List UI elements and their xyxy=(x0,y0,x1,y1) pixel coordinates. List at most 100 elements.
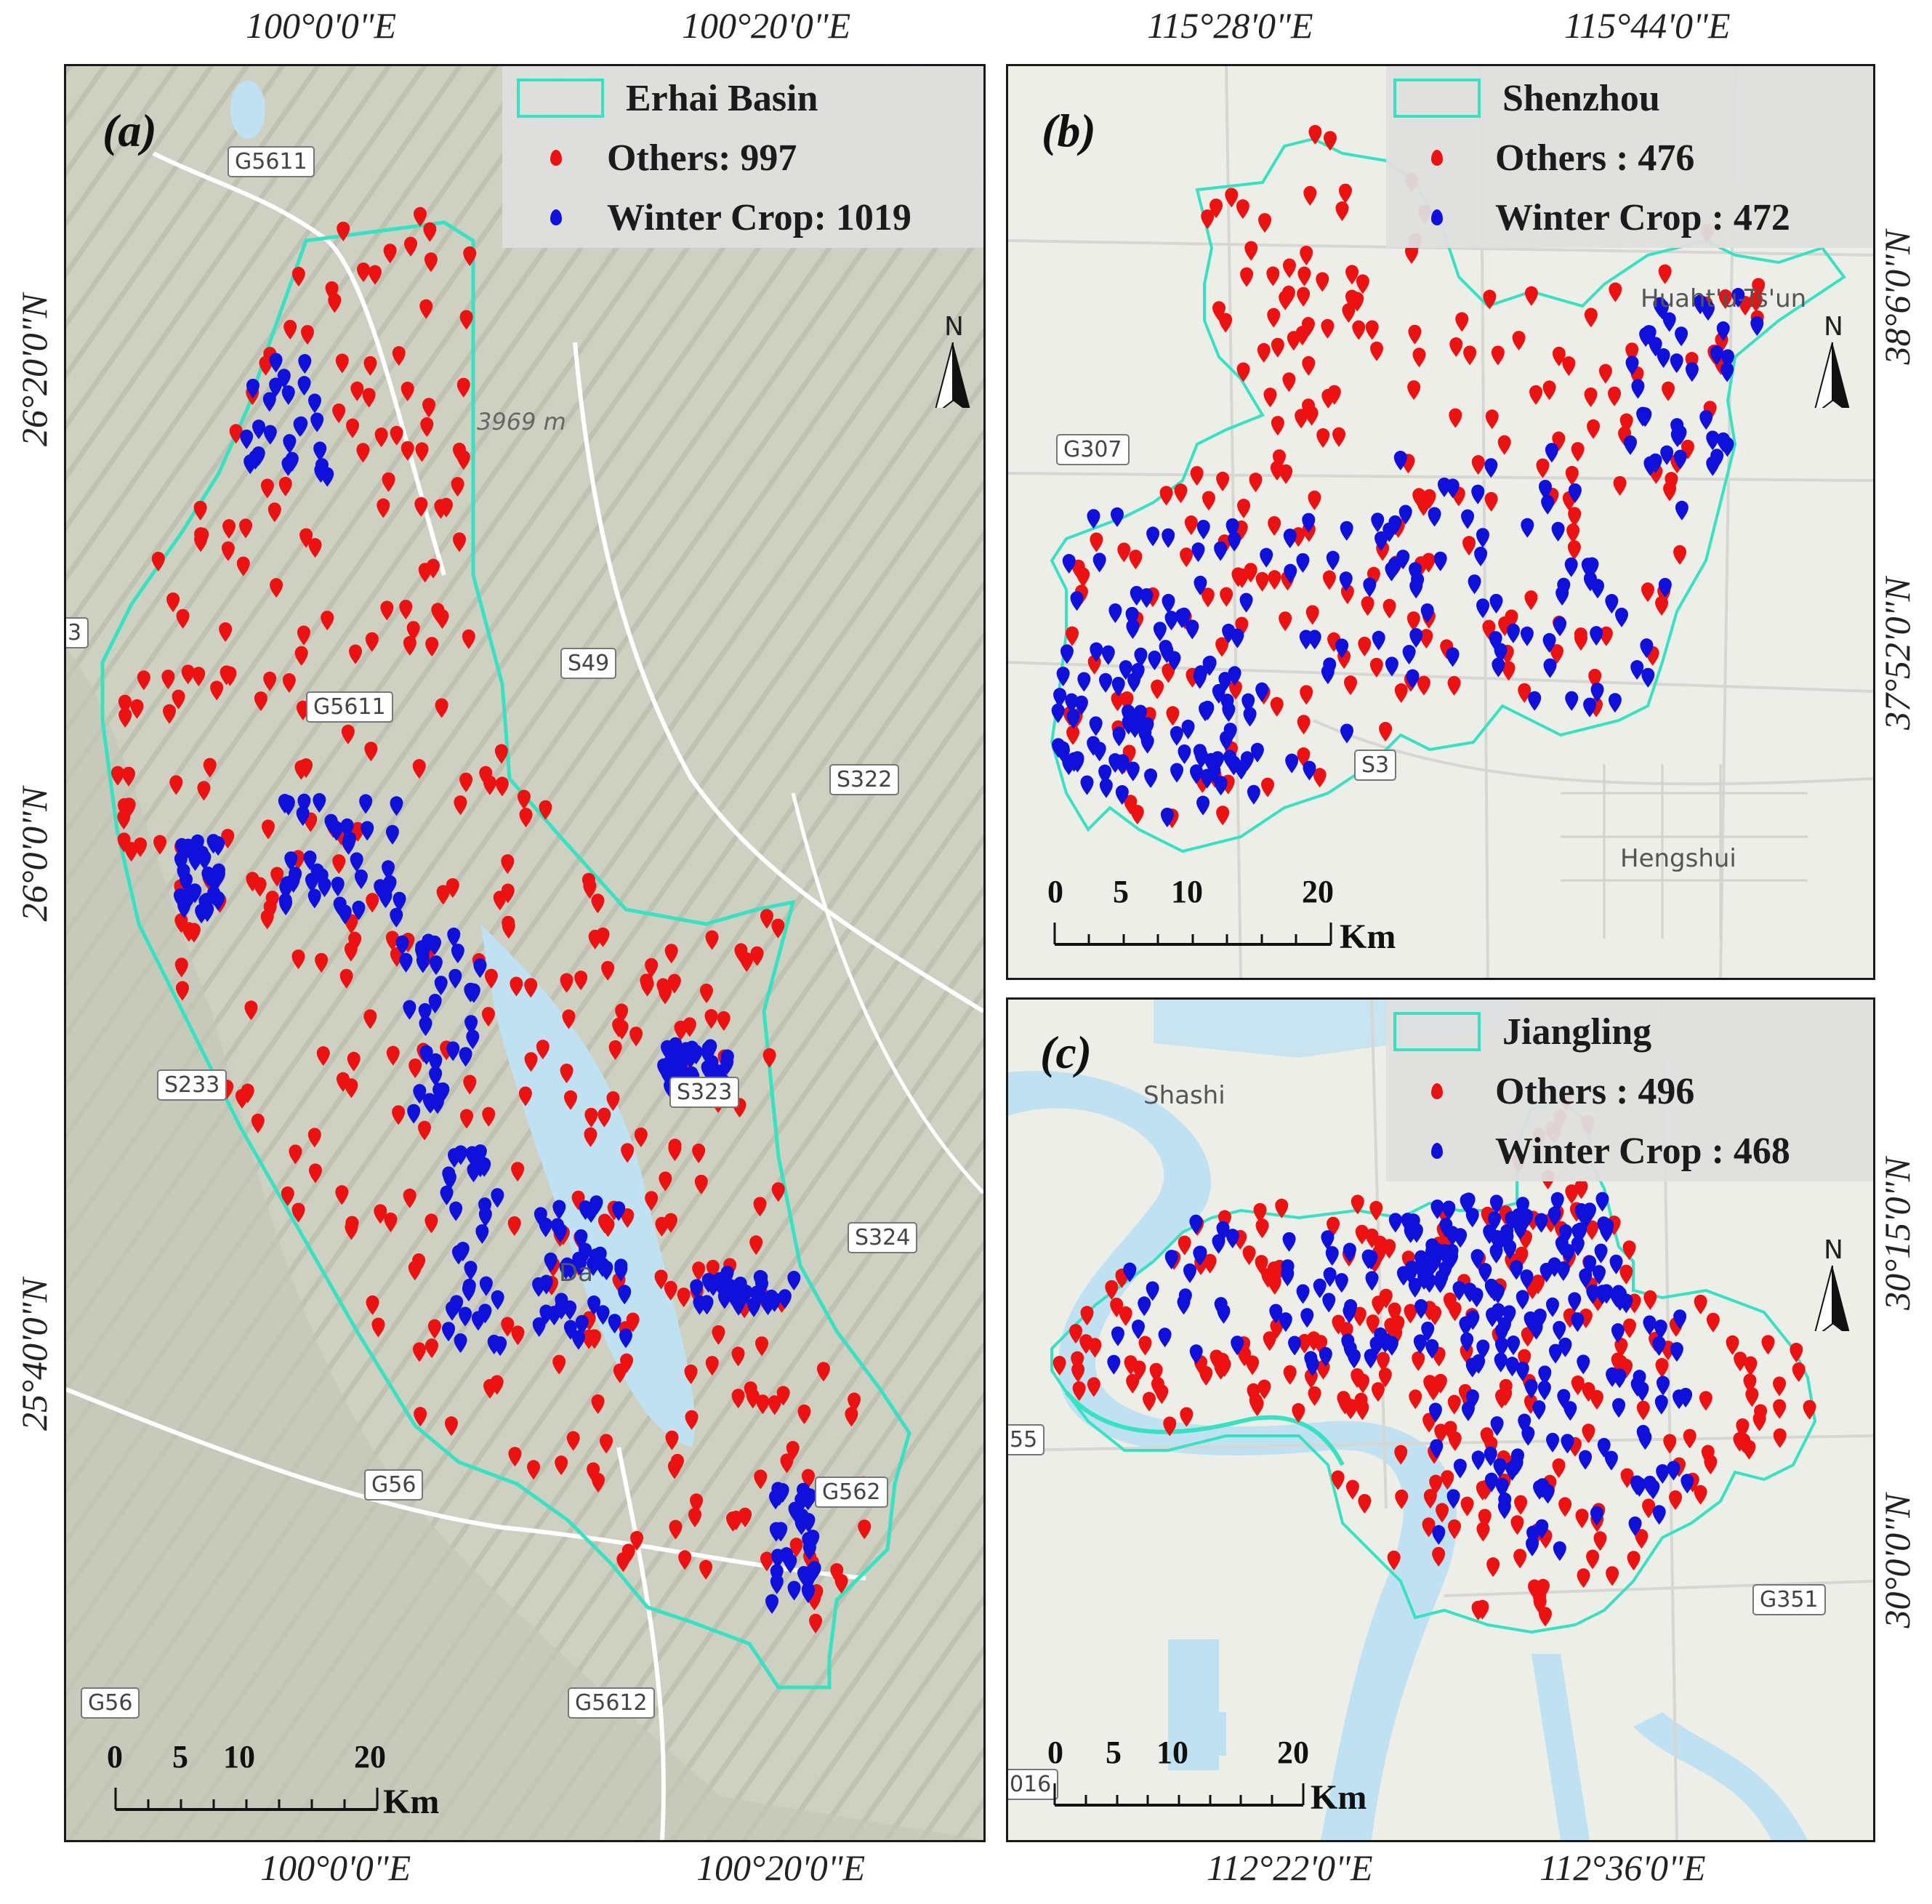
winter-crop-sample-pin xyxy=(415,940,429,960)
winter-crop-sample-pin xyxy=(1476,1339,1490,1359)
north-arrow-icon: N xyxy=(1814,312,1850,408)
others-sample-pin xyxy=(1598,363,1612,384)
others-sample-pin xyxy=(1253,1202,1267,1223)
others-sample-pin xyxy=(1180,1407,1194,1427)
road-label: G5611 xyxy=(306,691,393,723)
others-sample-pin xyxy=(1726,1335,1739,1355)
others-sample-pin xyxy=(1322,570,1336,590)
others-sample-pin xyxy=(1745,1387,1759,1407)
winter-crop-sample-pin xyxy=(1164,1250,1178,1270)
winter-crop-sample-pin xyxy=(1611,1323,1625,1343)
others-sample-pin xyxy=(717,1011,730,1031)
others-sample-pin xyxy=(346,418,360,438)
others-sample-pin xyxy=(392,1105,406,1125)
winter-crop-sample-pin xyxy=(1189,1214,1203,1234)
others-sample-pin xyxy=(110,766,124,786)
winter-crop-sample-pin xyxy=(1164,611,1178,631)
winter-crop-sample-pin xyxy=(1442,1200,1456,1221)
others-sample-pin xyxy=(1246,1355,1260,1375)
winter-crop-sample-pin xyxy=(350,852,363,872)
winter-crop-sample-pin xyxy=(1335,1273,1348,1293)
map-panel-b[interactable]: (b) Shenzhou Others : 476 Winter Crop : … xyxy=(1006,64,1875,980)
winter-crop-sample-pin xyxy=(1239,593,1253,613)
winter-crop-sample-pin xyxy=(1643,1315,1657,1335)
others-sample-pin xyxy=(1263,1331,1276,1351)
road-label: G56 xyxy=(364,1469,424,1501)
others-sample-pin xyxy=(1590,1389,1603,1410)
winter-crop-sample-pin xyxy=(1196,519,1210,539)
others-sample-pin xyxy=(1512,331,1526,351)
others-sample-pin xyxy=(1586,1549,1600,1570)
road-label: G562 xyxy=(815,1477,888,1508)
others-sample-pin xyxy=(527,1460,541,1480)
winter-crop-sample-pin xyxy=(1673,1309,1687,1330)
winter-crop-sample-pin xyxy=(1417,1270,1431,1290)
others-sample-pin xyxy=(117,810,131,830)
others-sample-pin xyxy=(683,1017,696,1037)
winter-crop-sample-pin xyxy=(1505,1461,1519,1481)
map-panel-a[interactable]: (a) Erhai Basin Others: 997 Winter Crop:… xyxy=(64,64,986,1842)
winter-crop-sample-pin xyxy=(1374,531,1388,551)
others-sample-pin xyxy=(1249,473,1263,493)
winter-crop-sample-pin xyxy=(1453,1458,1467,1479)
winter-crop-sample-pin xyxy=(269,377,283,398)
winter-crop-sample-pin xyxy=(1604,1450,1618,1471)
scale-tick: 10 xyxy=(1156,1735,1188,1770)
winter-crop-sample-pin xyxy=(1462,1192,1476,1213)
others-sample-pin xyxy=(386,1045,400,1066)
winter-crop-sample-pin xyxy=(1518,1413,1531,1434)
winter-crop-sample-pin xyxy=(1640,638,1654,659)
winter-crop-sample-pin xyxy=(1541,494,1555,515)
winter-crop-sample-pin xyxy=(181,838,195,859)
winter-crop-sample-pin xyxy=(1493,1458,1507,1478)
others-sample-pin xyxy=(174,957,188,978)
others-sample-pin xyxy=(197,781,211,801)
winter-crop-sample-pin xyxy=(321,467,334,487)
winter-crop-sample-pin xyxy=(1177,1295,1191,1315)
others-sample-pin xyxy=(1622,1240,1636,1261)
others-sample-pin xyxy=(536,1040,550,1060)
winter-crop-sample-pin xyxy=(1476,528,1489,548)
others-sample-pin xyxy=(1292,1403,1305,1423)
winter-crop-sample-pin xyxy=(1396,550,1410,570)
winter-crop-sample-pin xyxy=(1520,626,1534,646)
others-sample-pin xyxy=(1163,1416,1177,1437)
map-panel-c[interactable]: (c) Jiangling Others : 496 Winter Crop :… xyxy=(1006,997,1875,1842)
others-sample-pin xyxy=(490,1375,504,1395)
others-sample-pin xyxy=(1358,1494,1372,1514)
others-sample-pin xyxy=(1518,683,1531,703)
winter-crop-sample-pin xyxy=(200,893,214,913)
winter-crop-sample-pin xyxy=(614,1258,628,1279)
others-sample-pin xyxy=(608,1040,622,1060)
others-sample-pin xyxy=(1643,1290,1657,1310)
others-sample-pin xyxy=(459,310,473,330)
winter-crop-sample-pin xyxy=(1388,515,1402,535)
winter-crop-sample-pin xyxy=(1568,483,1582,503)
others-sample-pin xyxy=(383,244,397,264)
winter-crop-sample-pin xyxy=(1051,703,1065,723)
scale-tick: 0 xyxy=(1047,874,1063,909)
others-sample-pin xyxy=(1524,590,1538,611)
winter-crop-sample-pin xyxy=(1516,1290,1529,1310)
others-sample-pin xyxy=(1353,1306,1367,1327)
others-sample-pin xyxy=(1749,292,1763,312)
others-sample-pin xyxy=(776,1386,790,1406)
others-sample-pin xyxy=(1369,1200,1383,1221)
winter-crop-sample-pin xyxy=(207,874,221,894)
others-sample-pin xyxy=(1130,805,1144,825)
elevation-label: 3969 m xyxy=(477,408,566,435)
others-sample-pin xyxy=(363,356,377,376)
winter-crop-sample-pin xyxy=(1536,1478,1550,1498)
others-sample-pin xyxy=(1244,563,1257,583)
others-sample-pin xyxy=(463,246,477,266)
others-sample-pin xyxy=(1378,1367,1392,1388)
winter-crop-sample-pin xyxy=(1146,1281,1159,1301)
winter-crop-sample-pin xyxy=(494,1336,507,1357)
winter-crop-sample-pin xyxy=(1071,751,1084,771)
winter-crop-sample-pin xyxy=(1597,1437,1611,1458)
others-sample-pin xyxy=(301,325,315,345)
others-sample-pin xyxy=(172,689,185,710)
winter-crop-sample-pin xyxy=(1321,1230,1335,1250)
winter-crop-sample-pin xyxy=(1446,1226,1460,1246)
others-sample-pin xyxy=(221,541,235,561)
